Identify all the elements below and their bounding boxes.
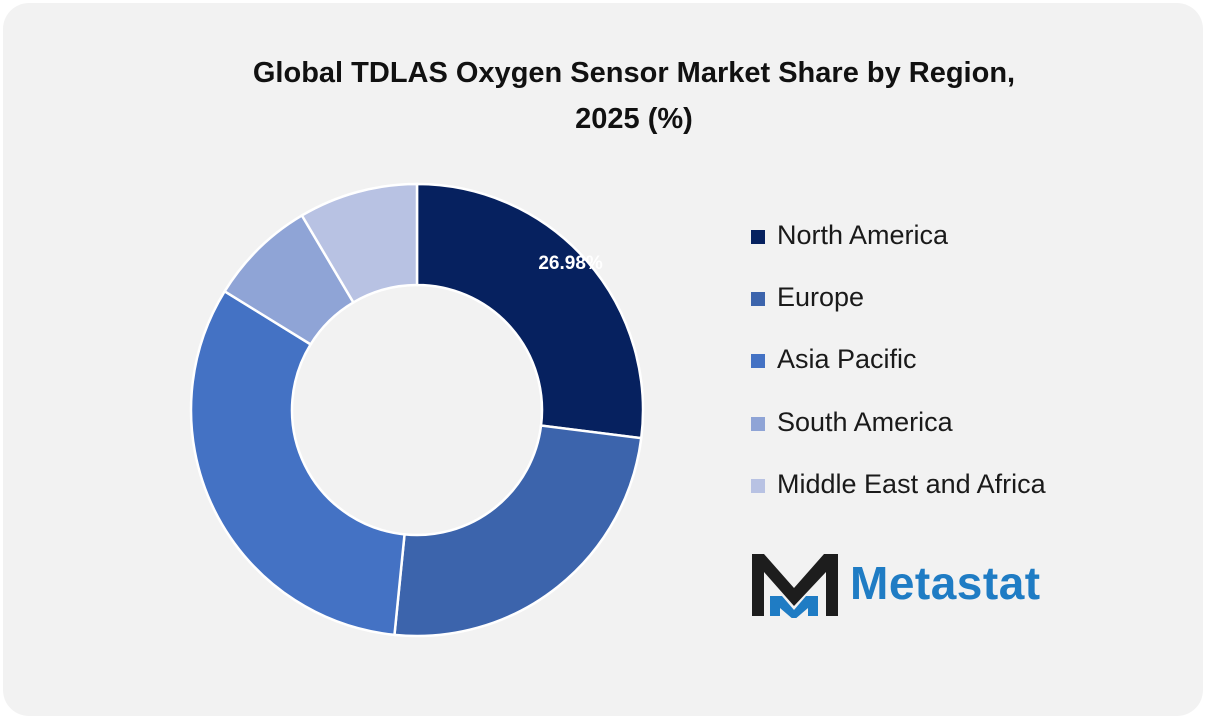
data-label-north-america: 26.98%	[538, 253, 603, 274]
metastat-logo-mark-icon	[752, 554, 838, 618]
chart-title: Global TDLAS Oxygen Sensor Market Share …	[0, 50, 1208, 142]
legend-item-asia-pacific: Asia Pacific	[751, 338, 1046, 400]
legend-label: South America	[777, 406, 953, 437]
legend-label: Middle East and Africa	[777, 468, 1046, 499]
slice-asia-pacific	[189, 289, 406, 637]
legend-item-north-america: North America	[751, 214, 1046, 276]
slice-north-america	[415, 182, 645, 440]
chart-title-line-1: Global TDLAS Oxygen Sensor Market Share …	[252, 57, 1016, 89]
metastat-logo: Metastat	[750, 548, 1041, 618]
metastat-logo-text: Metastat	[850, 557, 1041, 609]
legend-swatch	[751, 478, 765, 493]
slice-middle-east-and-africa	[300, 182, 419, 305]
legend-swatch	[751, 354, 765, 369]
legend-item-middle-east-africa: Middle East and Africa	[751, 463, 1046, 525]
legend-label: Asia Pacific	[777, 344, 917, 375]
slice-europe	[393, 424, 643, 638]
legend-label: North America	[777, 220, 949, 250]
legend-swatch	[751, 292, 765, 307]
chart-title-line-2: 2025 (%)	[575, 103, 693, 135]
legend-swatch	[751, 230, 765, 244]
legend-swatch	[751, 416, 765, 431]
legend-item-europe: Europe	[751, 276, 1046, 338]
legend-item-south-america: South America	[751, 401, 1046, 463]
legend-label: Europe	[777, 282, 865, 313]
legend: North America Europe Asia Pacific South …	[751, 214, 1046, 525]
